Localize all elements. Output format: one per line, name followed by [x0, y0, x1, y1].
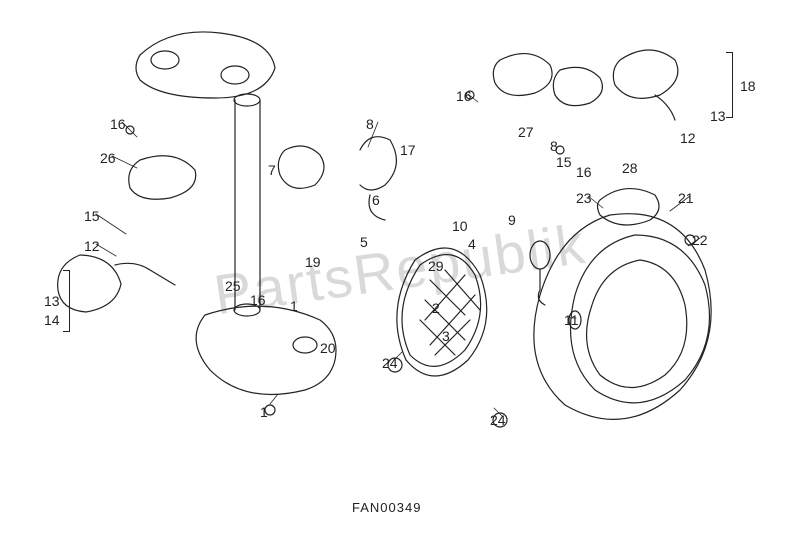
callout-10: 10: [452, 218, 468, 234]
callout-16: 16: [456, 88, 472, 104]
callout-12: 12: [680, 130, 696, 146]
callout-21: 21: [678, 190, 694, 206]
callout-1: 1: [290, 298, 298, 314]
callout-4: 4: [468, 236, 476, 252]
callout-25: 25: [225, 278, 241, 294]
callout-5: 5: [360, 234, 368, 250]
callout-13: 13: [710, 108, 726, 124]
callout-17: 17: [400, 142, 416, 158]
diagram-canvas: PartsRepublik: [0, 0, 799, 538]
callout-27: 27: [518, 124, 534, 140]
callout-20: 20: [320, 340, 336, 356]
callout-28: 28: [622, 160, 638, 176]
callout-12: 12: [84, 238, 100, 254]
callout-9: 9: [508, 212, 516, 228]
callout-22: 22: [692, 232, 708, 248]
callout-3: 3: [442, 328, 450, 344]
callout-24: 24: [382, 355, 398, 371]
callout-11: 11: [564, 312, 579, 328]
callout-2: 2: [432, 300, 440, 316]
callout-29: 29: [428, 258, 444, 274]
callout-23: 23: [576, 190, 592, 206]
callout-6: 6: [372, 192, 380, 208]
callout-8: 8: [550, 138, 558, 154]
callout-16: 16: [110, 116, 126, 132]
callout-24: 24: [490, 412, 506, 428]
callout-13: 13: [44, 293, 60, 309]
callout-15: 15: [84, 208, 100, 224]
callout-1: 1: [260, 404, 268, 420]
callout-16: 16: [576, 164, 592, 180]
callout-7: 7: [268, 162, 276, 178]
group-bracket-18: [726, 52, 733, 118]
callout-8: 8: [366, 116, 374, 132]
callout-19: 19: [305, 254, 321, 270]
group-bracket-14: [63, 270, 70, 332]
callout-14: 14: [44, 312, 60, 328]
parts-linework: [0, 0, 799, 538]
diagram-code: FAN00349: [352, 500, 421, 515]
callout-26: 26: [100, 150, 116, 166]
callout-18: 18: [740, 78, 756, 94]
callout-15: 15: [556, 154, 572, 170]
callout-16: 16: [250, 292, 266, 308]
